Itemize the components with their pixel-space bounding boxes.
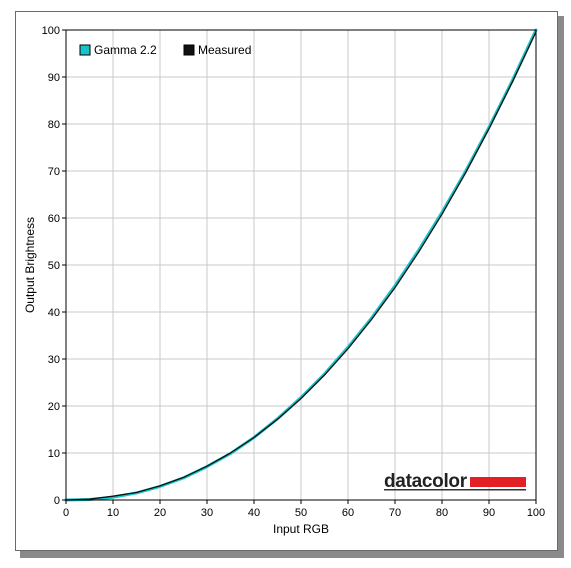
series-group — [64, 28, 538, 502]
x-tick-label: 70 — [389, 507, 401, 519]
legend: Gamma 2.2 Measured — [79, 43, 251, 57]
legend-label-gamma: Gamma 2.2 — [94, 43, 157, 57]
logo-red-bar — [470, 477, 526, 487]
y-tick-label: 70 — [48, 166, 60, 178]
x-axis-title: Input RGB — [273, 522, 329, 536]
series-line-measured — [65, 31, 537, 501]
datacolor-logo: datacolor — [384, 471, 526, 492]
y-tick-label: 100 — [42, 25, 60, 37]
x-tick-label: 30 — [201, 507, 213, 519]
y-tick-label: 80 — [48, 119, 60, 131]
axis-ticks: 0 10 20 30 40 50 60 70 80 90 100 0 10 20 30 40 50 60 70 80 9… — [42, 25, 546, 519]
logo-text: datacolor — [384, 471, 468, 492]
legend-swatch-measured — [183, 44, 195, 56]
y-tick-label: 0 — [54, 495, 60, 507]
x-tick-label: 80 — [436, 507, 448, 519]
x-tick-label: 0 — [63, 507, 69, 519]
x-tick-label: 10 — [107, 507, 119, 519]
y-tick-label: 40 — [48, 307, 60, 319]
y-tick-label: 10 — [48, 448, 60, 460]
y-tick-label: 20 — [48, 401, 60, 413]
x-tick-label: 20 — [154, 507, 166, 519]
y-axis-title: Output Brightness — [23, 217, 37, 313]
x-tick-label: 40 — [248, 507, 260, 519]
x-tick-label: 50 — [295, 507, 307, 519]
y-tick-label: 90 — [48, 72, 60, 84]
y-tick-label: 30 — [48, 354, 60, 366]
y-tick-label: 60 — [48, 213, 60, 225]
legend-label-measured: Measured — [198, 43, 251, 57]
legend-swatch-gamma — [79, 44, 91, 56]
y-tick-label: 50 — [48, 260, 60, 272]
x-tick-label: 60 — [342, 507, 354, 519]
x-tick-label: 90 — [483, 507, 495, 519]
x-tick-label: 100 — [527, 507, 545, 519]
grid-lines — [66, 30, 536, 500]
logo-underline — [384, 489, 526, 491]
